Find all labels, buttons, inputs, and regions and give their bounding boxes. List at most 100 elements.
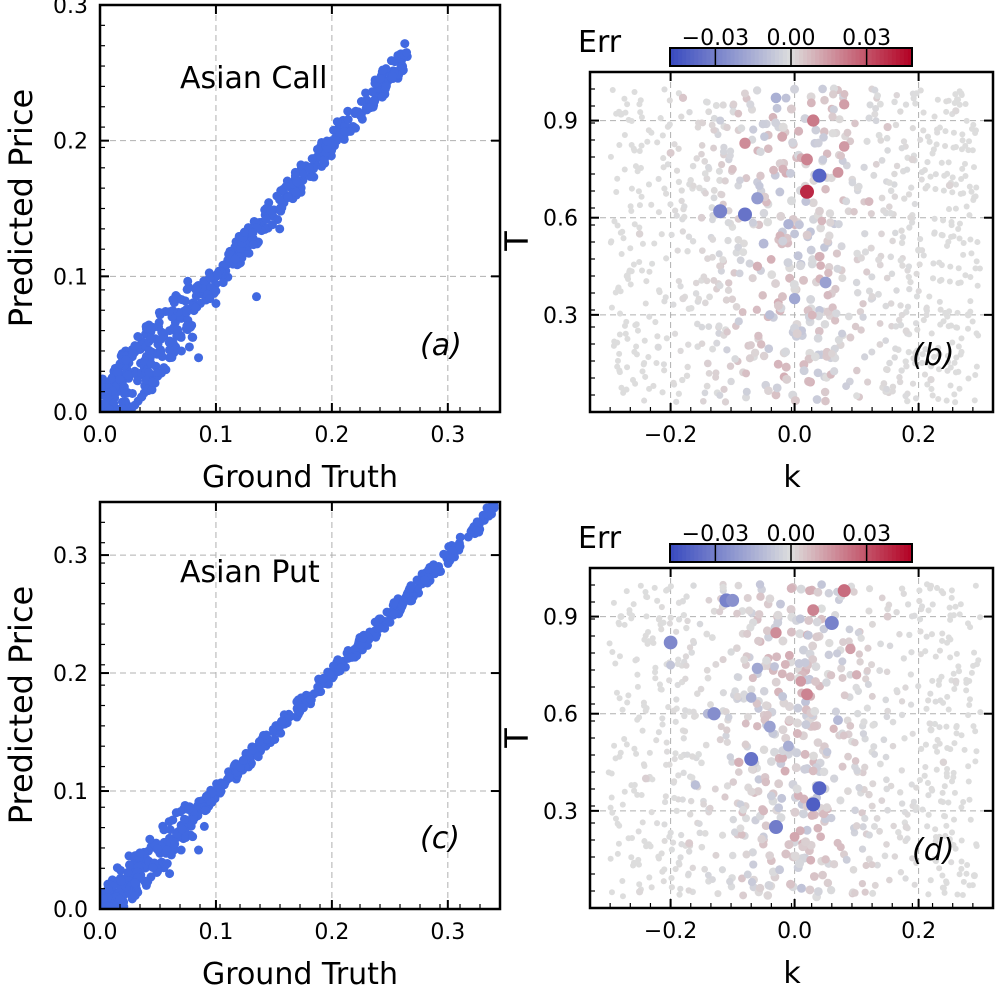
b-field-point-800 bbox=[887, 253, 895, 261]
b-field-point-876 bbox=[931, 229, 938, 236]
d-field-point-733 bbox=[773, 610, 783, 620]
b-error-point-18 bbox=[864, 197, 874, 206]
b-field-point-511 bbox=[633, 343, 640, 350]
b-field-point-685 bbox=[607, 153, 614, 160]
b-field-point-332 bbox=[624, 101, 631, 108]
d-field-point-95 bbox=[786, 604, 796, 614]
d-field-point-841 bbox=[685, 870, 692, 878]
b-field-point-350 bbox=[701, 170, 709, 177]
d-field-point-778 bbox=[809, 721, 819, 731]
b-field-point-206 bbox=[820, 243, 829, 252]
b-field-point-513 bbox=[936, 259, 943, 266]
a-band-point-486 bbox=[115, 374, 125, 384]
d-field-point-679 bbox=[771, 677, 781, 687]
d-field-point-116 bbox=[734, 768, 743, 776]
b-field-point-756 bbox=[886, 203, 893, 210]
b-field-point-662 bbox=[629, 376, 637, 383]
b-field-point-619 bbox=[915, 288, 922, 295]
b-field-point-217 bbox=[685, 341, 692, 348]
d-field-point-787 bbox=[869, 780, 877, 788]
b-field-point-760 bbox=[955, 280, 962, 287]
a-band-point-378 bbox=[164, 345, 174, 355]
d-field-point-698 bbox=[904, 601, 912, 608]
d-colorbar-segment-54 bbox=[887, 544, 893, 562]
d-field-point-798 bbox=[824, 650, 834, 660]
b-field-point-704 bbox=[842, 197, 851, 206]
d-field-point-373 bbox=[948, 587, 955, 594]
d-field-point-806 bbox=[908, 781, 915, 788]
d-colorbar-segment-24 bbox=[766, 544, 772, 562]
d-field-point-138 bbox=[886, 876, 893, 884]
b-field-point-211 bbox=[715, 322, 723, 330]
d-field-point-496 bbox=[631, 745, 638, 752]
b-field-point-666 bbox=[898, 144, 905, 152]
b-field-point-721 bbox=[887, 187, 895, 195]
d-field-point-383 bbox=[921, 772, 928, 779]
a-band-point-40 bbox=[187, 332, 197, 342]
a-band-point-98 bbox=[361, 88, 371, 98]
b-colorbar-segment-35 bbox=[811, 48, 816, 66]
d-field-point-107 bbox=[964, 862, 971, 869]
d-field-point-648 bbox=[939, 789, 946, 796]
d-field-point-474 bbox=[813, 738, 823, 747]
b-field-point-197 bbox=[956, 101, 963, 108]
d-field-point-878 bbox=[663, 587, 670, 594]
b-field-point-76 bbox=[932, 186, 939, 193]
d-field-point-175 bbox=[942, 832, 949, 839]
d-field-point-805 bbox=[963, 679, 970, 686]
d-error-point-12 bbox=[807, 604, 820, 616]
b-colorbar-segment-30 bbox=[791, 48, 796, 66]
d-ytick-label-1: 0.6 bbox=[543, 703, 578, 728]
b-field-point-830 bbox=[924, 133, 932, 140]
a-band-point-481 bbox=[381, 82, 391, 92]
d-field-point-781 bbox=[775, 865, 785, 875]
d-field-point-284 bbox=[781, 733, 791, 743]
d-field-point-779 bbox=[778, 725, 788, 735]
b-field-point-31 bbox=[617, 310, 624, 317]
b-field-point-726 bbox=[795, 261, 805, 271]
d-colorbar-segment-49 bbox=[867, 544, 873, 562]
b-field-point-262 bbox=[766, 255, 776, 264]
d-field-point-66 bbox=[635, 861, 642, 868]
d-field-point-208 bbox=[621, 788, 628, 795]
d-error-point-30 bbox=[801, 688, 813, 701]
d-field-point-820 bbox=[827, 813, 836, 823]
b-field-point-648 bbox=[882, 337, 890, 344]
d-field-point-189 bbox=[935, 681, 942, 688]
d-field-point-664 bbox=[759, 745, 769, 755]
d-field-point-321 bbox=[619, 893, 626, 900]
b-field-point-714 bbox=[693, 155, 700, 162]
b-field-point-781 bbox=[734, 243, 743, 252]
b-colorbar-segment-10 bbox=[710, 48, 715, 66]
d-field-point-280 bbox=[624, 699, 631, 706]
a-band-point-451 bbox=[121, 355, 131, 365]
d-field-point-245 bbox=[958, 804, 965, 811]
b-field-point-873 bbox=[886, 179, 893, 186]
d-field-point-84 bbox=[652, 669, 659, 676]
d-field-point-36 bbox=[856, 658, 864, 666]
b-field-point-318 bbox=[618, 384, 625, 391]
d-field-point-646 bbox=[805, 885, 815, 895]
d-field-point-780 bbox=[716, 608, 724, 616]
d-field-point-671 bbox=[683, 624, 690, 632]
d-field-point-874 bbox=[690, 708, 697, 716]
d-field-point-723 bbox=[839, 638, 848, 647]
d-field-point-554 bbox=[652, 675, 659, 682]
d-field-point-311 bbox=[609, 809, 616, 816]
b-field-point-367 bbox=[628, 207, 635, 215]
d-field-point-851 bbox=[719, 689, 727, 697]
b-field-point-563 bbox=[699, 397, 707, 405]
d-field-point-588 bbox=[916, 776, 924, 784]
d-field-point-50 bbox=[883, 776, 890, 784]
b-field-point-523 bbox=[787, 196, 797, 206]
b-field-point-503 bbox=[748, 218, 758, 227]
d-field-point-627 bbox=[753, 722, 762, 731]
b-field-point-23 bbox=[773, 359, 783, 369]
d-colorbar-segment-55 bbox=[891, 544, 897, 562]
d-error-point-34 bbox=[851, 670, 862, 680]
b-field-point-199 bbox=[684, 363, 691, 371]
d-field-point-620 bbox=[876, 667, 884, 674]
b-field-point-249 bbox=[822, 149, 832, 158]
b-field-point-41 bbox=[899, 234, 907, 241]
b-field-point-590 bbox=[875, 256, 883, 264]
